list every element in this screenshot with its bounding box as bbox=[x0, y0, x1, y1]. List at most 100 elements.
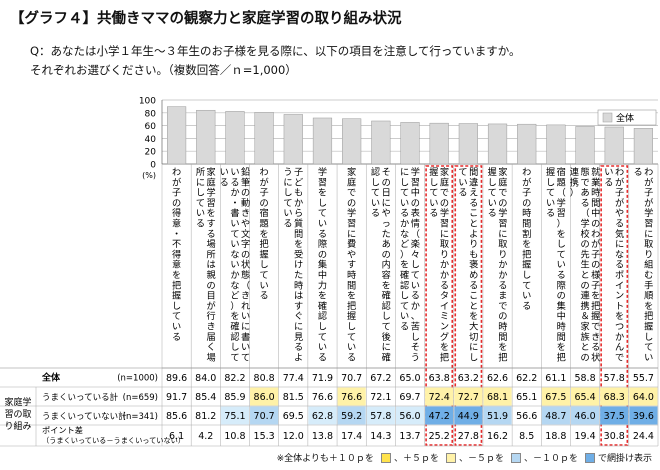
category-label-char: 家 bbox=[498, 166, 507, 178]
category-label-char: 握 bbox=[644, 321, 653, 333]
table-cell-value: 85.6 bbox=[166, 411, 187, 422]
category-label-char: 学 bbox=[207, 187, 216, 199]
category-label-char: 切 bbox=[469, 332, 478, 343]
category-label-char: を bbox=[207, 208, 216, 219]
category-label-char: 把 bbox=[498, 351, 507, 363]
category-label-char: 得 bbox=[172, 207, 181, 219]
category-label-char: 庭 bbox=[207, 176, 216, 188]
category-label-char: の bbox=[498, 311, 507, 322]
table-cell-value: 17.4 bbox=[341, 431, 362, 442]
category-label-char: や bbox=[382, 208, 391, 219]
category-label-char: て bbox=[557, 249, 566, 260]
category-label-char: と bbox=[580, 270, 589, 281]
category-label-char: が bbox=[207, 300, 216, 312]
table-cell-value: 6.1 bbox=[169, 431, 184, 442]
table-cell-value: 75.1 bbox=[224, 411, 245, 422]
table-cell-bg bbox=[454, 406, 483, 425]
category-label-char: す bbox=[207, 219, 216, 230]
table-cell-value: 82.2 bbox=[224, 373, 245, 384]
category-label-char: 取 bbox=[498, 239, 507, 250]
category-label-char: つ bbox=[615, 322, 624, 333]
table-cell-bg bbox=[220, 406, 250, 425]
category-label-char: 得 bbox=[172, 248, 181, 260]
category-label-char: の bbox=[580, 239, 589, 250]
category-label-char: ミ bbox=[440, 311, 449, 322]
category-label-char: る bbox=[347, 352, 356, 363]
category-label-char: （ bbox=[411, 229, 420, 240]
category-label-char: る bbox=[604, 177, 613, 188]
category-label-char: 容 bbox=[382, 269, 391, 281]
category-label-char: 親 bbox=[207, 269, 216, 281]
category-label-char: る bbox=[429, 208, 438, 219]
category-label-char: い bbox=[241, 342, 250, 353]
category-label-char: る bbox=[220, 177, 229, 188]
category-label-char: な bbox=[615, 249, 624, 260]
category-label-char: グ bbox=[440, 331, 449, 343]
category-label-char: そ bbox=[411, 342, 420, 353]
category-label-char: 間 bbox=[591, 198, 600, 209]
category-label-char: に bbox=[382, 198, 391, 209]
category-label-char: の bbox=[260, 198, 269, 209]
category-label-char: る bbox=[207, 229, 216, 240]
category-label-char: 所 bbox=[207, 249, 216, 260]
bar bbox=[254, 112, 274, 165]
category-label-char: に bbox=[615, 239, 624, 250]
category-label-char: そ bbox=[382, 167, 391, 178]
y-tick-label: 60 bbox=[145, 122, 157, 132]
category-label-char: で bbox=[498, 301, 507, 312]
table-cell-value: 61.1 bbox=[545, 373, 566, 384]
data-table: 89.6 84.0 82.2 80.8 77.4 71.9 70.7 67.2 65.0 63.8… bbox=[0, 367, 658, 447]
category-label-char: ん bbox=[615, 342, 624, 353]
category-label-char: 書 bbox=[241, 331, 250, 343]
category-label-char: き bbox=[207, 322, 216, 333]
category-label-char: わ bbox=[522, 167, 531, 178]
category-label-char: 苦 bbox=[411, 321, 420, 333]
category-label-char: 学 bbox=[440, 207, 449, 219]
category-label-char: 握 bbox=[260, 248, 269, 260]
category-label-char: 意 bbox=[172, 259, 181, 271]
footnote: ※全体よりも＋１０ｐを 、＋５ｐを 、－５ｐを 、－１０ｐを で網掛け表示 bbox=[277, 451, 652, 464]
category-label-char: を bbox=[318, 188, 327, 199]
category-label-char: 間 bbox=[522, 219, 531, 230]
table-cell-value: 67.5 bbox=[545, 392, 566, 403]
bar bbox=[283, 114, 303, 165]
category-label-char: 所 bbox=[196, 167, 205, 178]
category-label-char: イ bbox=[615, 280, 624, 291]
category-label-char: い bbox=[230, 239, 239, 250]
highlight-frame bbox=[454, 165, 483, 446]
category-label-char: わ bbox=[644, 167, 653, 178]
category-label-char: と bbox=[469, 219, 478, 230]
category-label-char: る bbox=[283, 219, 292, 230]
category-label-char: を bbox=[615, 311, 624, 322]
category-label-char: で bbox=[440, 188, 449, 199]
footnote-prefix: ※全体よりも＋１０ｐを bbox=[276, 454, 374, 464]
table-cell-bg bbox=[600, 406, 629, 425]
category-label-char: い bbox=[371, 198, 380, 209]
bar bbox=[517, 123, 537, 165]
category-label-char: 子 bbox=[591, 280, 600, 291]
category-label-char: か bbox=[498, 270, 507, 281]
table-cell-value: 89.6 bbox=[166, 373, 187, 384]
category-label-char: り bbox=[498, 249, 507, 260]
category-label-char: 校 bbox=[580, 228, 589, 240]
category-label-char: す bbox=[347, 260, 356, 271]
category-label-char: も bbox=[469, 249, 478, 260]
category-label-char: し bbox=[546, 177, 555, 188]
category-label-char: 確 bbox=[318, 300, 327, 312]
row-label: うまくいっている計 bbox=[42, 392, 119, 403]
category-label-char: る bbox=[318, 352, 327, 363]
category-label-char: 文 bbox=[241, 228, 250, 240]
category-label-char: す bbox=[294, 301, 303, 312]
category-label-char: て bbox=[458, 167, 467, 178]
category-label-char: し bbox=[347, 322, 356, 333]
category-label-char: ン bbox=[440, 322, 449, 333]
category-label-char: の bbox=[347, 198, 356, 209]
category-label-char: わ bbox=[260, 167, 269, 178]
category-label-char: を bbox=[557, 342, 566, 353]
category-label-char: る bbox=[546, 208, 555, 219]
table-cell-value: 72.7 bbox=[458, 392, 479, 403]
footnote-label: で網掛け表示 bbox=[597, 454, 652, 464]
category-label-char: で bbox=[591, 322, 600, 333]
table-cell-value: 86.0 bbox=[254, 392, 275, 403]
category-label-char: を bbox=[440, 342, 449, 353]
